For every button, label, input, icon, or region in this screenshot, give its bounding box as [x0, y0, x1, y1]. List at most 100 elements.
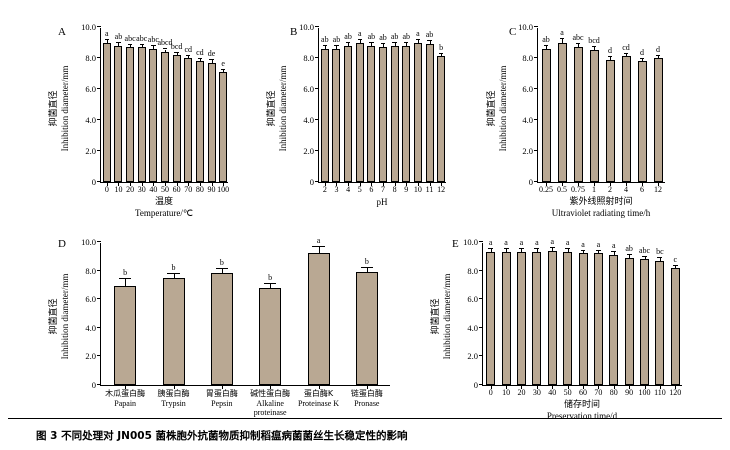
error-bar-cap — [543, 44, 549, 46]
y-tick-label: 0 — [309, 177, 314, 187]
bar — [605, 59, 615, 182]
error-bar-cap — [357, 38, 362, 40]
y-tick-label: 10.0 — [463, 237, 478, 247]
error-bar — [546, 45, 547, 49]
bar — [207, 62, 216, 182]
error-bar-cap — [626, 253, 632, 255]
bar-group: a — [307, 236, 330, 385]
error-bar-cap — [575, 43, 581, 45]
significance-letter: ab — [321, 34, 329, 44]
y-tick — [534, 26, 538, 27]
panel-label-c: C — [509, 26, 517, 38]
error-bar — [223, 70, 225, 72]
x-tick-label: 90 — [207, 185, 216, 194]
error-bar-cap — [642, 255, 647, 257]
error-bar-cap — [215, 268, 228, 270]
x-axis-title-en: Preservation time/d — [546, 411, 618, 421]
x-tick-label: 50 — [563, 388, 572, 397]
x-tick-label: 链蛋白酶 Pronase — [351, 389, 383, 408]
x-tick-label: 12 — [437, 185, 446, 194]
error-bar — [429, 41, 431, 45]
bar-group: abc — [572, 27, 584, 182]
bar-group: ab — [114, 27, 123, 182]
significance-letter: a — [565, 238, 570, 248]
bar — [126, 47, 135, 182]
bar — [593, 253, 603, 385]
y-tick-label: 2.0 — [467, 351, 478, 362]
y-tick — [534, 181, 538, 182]
error-bar-cap — [186, 54, 191, 56]
significance-letter: ab — [114, 32, 123, 42]
x-tick — [441, 182, 443, 186]
plot-area-b: 0 2.0 4.0 6.0 8.0 10.0 ab 2 ab 3 ab 4 a 5 ab 6 ab 7 ab 8 ab 9… — [299, 22, 446, 194]
bar-group: a — [532, 238, 542, 385]
error-bar-cap — [369, 41, 374, 43]
bar — [137, 47, 146, 182]
x-tick-label: 2 — [322, 185, 327, 194]
caption-divider — [8, 418, 722, 419]
bar-group: cd — [184, 27, 193, 182]
y-tick — [97, 355, 101, 357]
x-tick — [270, 385, 272, 389]
x-tick — [324, 182, 326, 186]
bar-group: a — [563, 238, 573, 385]
x-tick — [659, 385, 661, 389]
bar-group: ab — [402, 27, 411, 182]
error-bar — [118, 43, 120, 46]
error-bar — [106, 40, 108, 43]
significance-letter: a — [611, 241, 616, 251]
x-tick — [106, 182, 108, 186]
y-tick-label: 4.0 — [303, 115, 314, 125]
significance-letter: ab — [367, 31, 376, 41]
error-bar-cap — [404, 41, 409, 43]
x-tick — [642, 182, 643, 186]
x-tick — [429, 182, 431, 186]
error-bar — [130, 44, 132, 48]
significance-letter: abc — [136, 33, 148, 43]
y-tick — [479, 241, 483, 242]
bar — [541, 48, 551, 182]
error-bar — [383, 44, 384, 48]
error-bar-cap — [312, 246, 325, 248]
x-tick-label: 4 — [624, 185, 628, 194]
y-tick-label: 8.0 — [85, 265, 96, 276]
error-bar-cap — [438, 52, 444, 54]
y-axis-title-e: 抑菌直径 Inhibition diameter/mm — [430, 245, 453, 388]
bar-group: b — [355, 242, 378, 385]
x-tick — [406, 182, 408, 186]
y-axis-title-a: 抑菌直径 Inhibition diameter/mm — [48, 31, 71, 186]
y-tick-label: 8.0 — [303, 53, 314, 63]
bar-group: ab — [390, 27, 399, 182]
x-tick-label: 60 — [579, 388, 587, 397]
significance-letter: ab — [344, 31, 352, 41]
error-bar — [318, 247, 320, 254]
bar-group: a — [486, 238, 496, 385]
bar — [344, 45, 353, 182]
bar-group: a — [547, 237, 557, 385]
x-tick — [211, 182, 213, 186]
y-tick-label: 2.0 — [85, 146, 96, 156]
y-tick — [315, 150, 319, 151]
y-tick — [97, 269, 101, 271]
error-bar-cap — [565, 248, 571, 250]
bar — [437, 56, 446, 182]
error-bar-cap — [116, 42, 121, 44]
bar — [355, 42, 364, 182]
bar — [114, 286, 137, 385]
error-bar-cap — [380, 43, 386, 45]
error-bar — [176, 52, 178, 55]
error-bar — [613, 252, 615, 255]
error-bar-cap — [415, 38, 421, 40]
bar — [413, 42, 422, 182]
error-bar — [324, 45, 326, 49]
x-tick-label: 30 — [532, 388, 541, 397]
x-tick-label: 40 — [548, 388, 557, 397]
error-bar-cap — [392, 41, 397, 43]
x-tick — [366, 385, 368, 389]
x-tick-label: 20 — [126, 185, 135, 194]
x-tick-label: 10 — [413, 185, 422, 194]
y-axis-title-cn: 抑菌直径 — [487, 90, 497, 127]
error-bar — [366, 267, 368, 273]
x-tick-label-cn: 胃蛋白酶 — [205, 389, 238, 398]
error-bar — [371, 42, 373, 46]
